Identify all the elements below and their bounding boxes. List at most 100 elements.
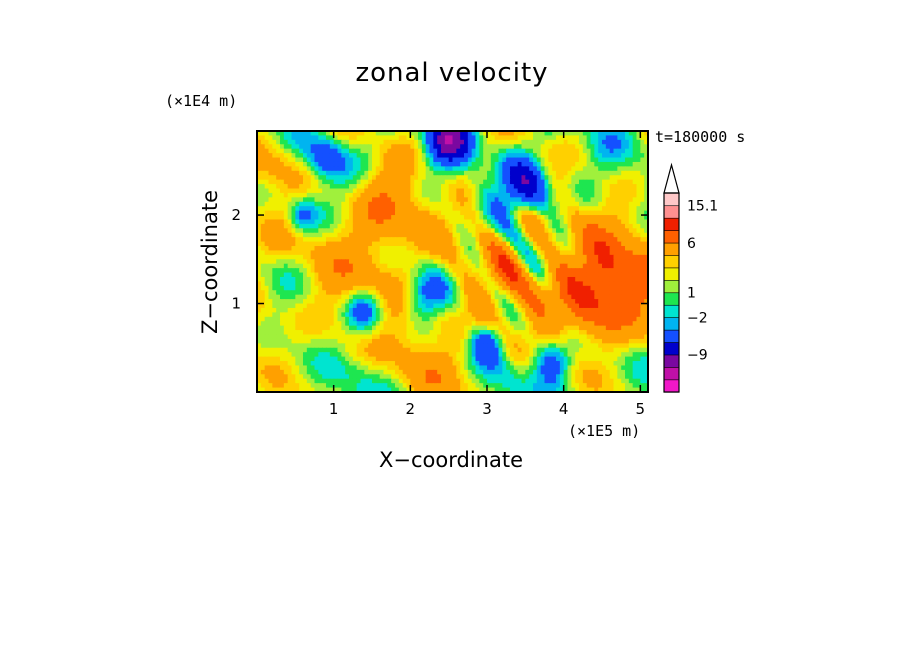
field-cell	[379, 299, 385, 305]
field-cell	[295, 170, 300, 176]
field-cell	[418, 303, 423, 309]
field-cell	[579, 232, 584, 238]
field-cell	[521, 316, 526, 322]
field-cell	[441, 157, 446, 163]
field-cell	[460, 263, 465, 269]
field-cell	[410, 144, 415, 150]
field-cell	[582, 232, 588, 238]
field-cell	[280, 232, 285, 238]
field-cell	[475, 237, 480, 243]
field-cell	[536, 290, 542, 296]
field-cell	[556, 316, 561, 322]
field-cell	[352, 303, 358, 309]
field-cell	[395, 254, 400, 260]
field-cell	[525, 232, 530, 238]
field-cell	[590, 215, 595, 221]
field-cell	[582, 259, 588, 265]
field-cell	[421, 268, 427, 274]
field-cell	[575, 338, 580, 344]
field-cell	[475, 334, 480, 340]
field-cell	[395, 325, 400, 331]
field-cell	[632, 303, 638, 309]
field-cell	[303, 325, 308, 331]
field-cell	[556, 290, 561, 296]
field-cell	[356, 281, 362, 287]
field-cell	[529, 210, 534, 216]
field-cell	[260, 290, 266, 296]
field-cell	[349, 272, 354, 278]
field-cell	[303, 219, 308, 225]
field-cell	[276, 299, 281, 305]
field-cell	[276, 325, 281, 331]
field-cell	[579, 316, 584, 322]
field-cell	[571, 294, 576, 300]
field-cell	[264, 330, 270, 336]
field-cell	[414, 316, 419, 322]
field-cell	[590, 175, 595, 181]
field-cell	[559, 184, 565, 190]
field-cell	[609, 259, 615, 265]
field-cell	[590, 241, 595, 247]
field-cell	[506, 294, 511, 300]
field-cell	[341, 316, 346, 322]
field-cell	[402, 197, 408, 203]
field-cell	[402, 321, 408, 327]
field-cell	[575, 166, 580, 172]
field-cell	[375, 263, 381, 269]
field-cell	[318, 219, 323, 225]
field-cell	[602, 148, 607, 154]
field-cell	[644, 223, 649, 229]
field-cell	[502, 290, 507, 296]
field-cell	[280, 290, 285, 296]
field-cell	[272, 157, 277, 163]
field-cell	[556, 144, 561, 150]
field-cell	[513, 246, 519, 252]
field-cell	[525, 281, 530, 287]
field-cell	[406, 210, 411, 216]
field-cell	[494, 232, 500, 238]
field-cell	[257, 321, 262, 327]
field-cell	[456, 206, 461, 212]
field-cell	[490, 215, 496, 221]
field-cell	[441, 206, 446, 212]
field-cell	[425, 135, 431, 141]
field-cell	[283, 201, 289, 207]
field-cell	[433, 188, 438, 194]
field-cell	[329, 197, 335, 203]
field-cell	[429, 184, 434, 190]
field-cell	[425, 343, 431, 349]
field-cell	[368, 325, 373, 331]
field-cell	[533, 321, 538, 327]
field-cell	[433, 259, 438, 265]
field-cell	[552, 197, 557, 203]
field-cell	[487, 179, 492, 185]
field-cell	[387, 197, 392, 203]
field-cell	[517, 330, 523, 336]
field-cell	[609, 321, 615, 327]
field-cell	[425, 303, 431, 309]
field-cell	[594, 334, 599, 340]
field-cell	[490, 131, 496, 137]
field-cell	[552, 281, 557, 287]
field-cell	[295, 241, 300, 247]
field-cell	[383, 157, 388, 163]
field-cell	[479, 197, 484, 203]
field-cell	[345, 303, 350, 309]
field-cell	[475, 166, 480, 172]
field-cell	[398, 131, 404, 137]
field-cell	[552, 272, 557, 278]
field-cell	[490, 316, 496, 322]
field-cell	[418, 246, 423, 252]
field-cell	[506, 312, 511, 318]
field-cell	[636, 148, 641, 154]
field-cell	[544, 197, 549, 203]
field-cell	[448, 259, 454, 265]
field-cell	[444, 334, 450, 340]
field-cell	[636, 254, 641, 260]
field-cell	[379, 175, 385, 181]
field-cell	[375, 192, 381, 198]
field-cell	[475, 131, 480, 137]
field-cell	[260, 294, 266, 300]
field-cell	[276, 131, 281, 137]
field-cell	[402, 276, 408, 282]
